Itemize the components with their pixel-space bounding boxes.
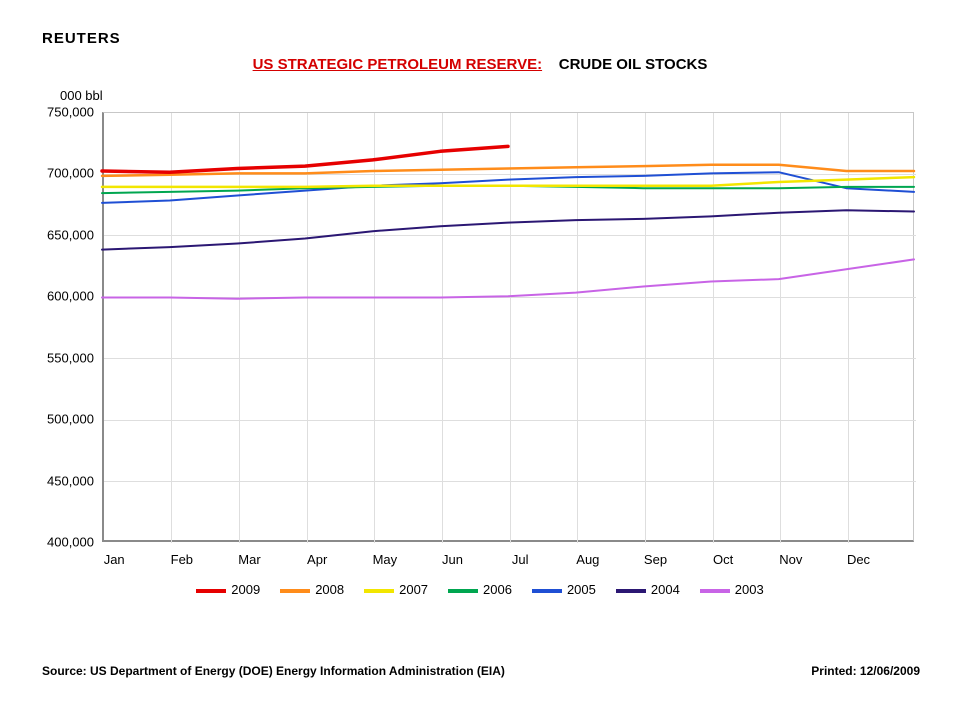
y-tick-label: 400,000 xyxy=(14,535,94,550)
legend-swatch xyxy=(448,589,478,593)
x-tick-label: Jul xyxy=(512,552,529,567)
title-primary: US STRATEGIC PETROLEUM RESERVE: xyxy=(253,56,542,73)
x-tick-label: Feb xyxy=(171,552,193,567)
legend-label: 2005 xyxy=(567,582,596,597)
legend-swatch xyxy=(616,589,646,593)
legend-item-2004: 2004 xyxy=(616,582,680,597)
y-tick-label: 450,000 xyxy=(14,473,94,488)
y-tick-label: 550,000 xyxy=(14,350,94,365)
x-tick-label: Mar xyxy=(238,552,260,567)
printed-text: Printed: 12/06/2009 xyxy=(811,664,920,678)
x-tick-label: Dec xyxy=(847,552,870,567)
legend: 2009 2008 2007 2006 2005 2004 2003 xyxy=(0,582,960,597)
y-tick-label: 500,000 xyxy=(14,412,94,427)
source-text: Source: US Department of Energy (DOE) En… xyxy=(42,664,505,678)
legend-label: 2009 xyxy=(231,582,260,597)
y-tick-label: 700,000 xyxy=(14,166,94,181)
x-tick-label: Nov xyxy=(779,552,802,567)
legend-item-2006: 2006 xyxy=(448,582,512,597)
legend-swatch xyxy=(364,589,394,593)
legend-item-2008: 2008 xyxy=(280,582,344,597)
x-tick-label: May xyxy=(373,552,398,567)
legend-label: 2006 xyxy=(483,582,512,597)
legend-label: 2008 xyxy=(315,582,344,597)
series-2004 xyxy=(102,210,914,249)
legend-swatch xyxy=(700,589,730,593)
legend-item-2005: 2005 xyxy=(532,582,596,597)
chart-title: US STRATEGIC PETROLEUM RESERVE: CRUDE OI… xyxy=(0,56,960,73)
title-secondary: CRUDE OIL STOCKS xyxy=(559,56,708,73)
y-tick-label: 650,000 xyxy=(14,227,94,242)
y-tick-label: 750,000 xyxy=(14,105,94,120)
y-axis-unit: 000 bbl xyxy=(60,88,103,103)
legend-label: 2003 xyxy=(735,582,764,597)
x-tick-label: Oct xyxy=(713,552,733,567)
legend-label: 2007 xyxy=(399,582,428,597)
x-tick-label: Jan xyxy=(104,552,125,567)
x-tick-label: Apr xyxy=(307,552,327,567)
legend-item-2007: 2007 xyxy=(364,582,428,597)
legend-swatch xyxy=(532,589,562,593)
legend-swatch xyxy=(280,589,310,593)
series-2007 xyxy=(102,177,914,187)
legend-label: 2004 xyxy=(651,582,680,597)
x-tick-label: Aug xyxy=(576,552,599,567)
x-tick-label: Jun xyxy=(442,552,463,567)
legend-item-2009: 2009 xyxy=(196,582,260,597)
legend-swatch xyxy=(196,589,226,593)
x-tick-label: Sep xyxy=(644,552,667,567)
brand-label: REUTERS xyxy=(42,30,121,47)
chart-lines xyxy=(102,112,914,542)
y-tick-label: 600,000 xyxy=(14,289,94,304)
legend-item-2003: 2003 xyxy=(700,582,764,597)
series-2003 xyxy=(102,259,914,298)
